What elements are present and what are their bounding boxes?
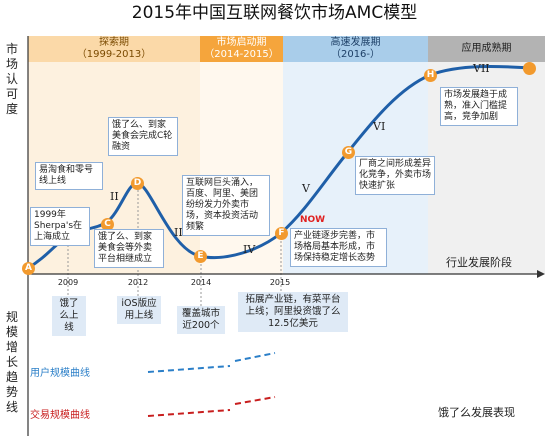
callout: 厂商之间形成差异化竞争，外卖市场快速扩张 bbox=[355, 156, 435, 195]
callout: 产业链逐步完善，市场格局基本形成，市场保持稳定增长态势 bbox=[290, 228, 387, 267]
phase-header bbox=[200, 36, 283, 62]
phase-years: （2014-2015） bbox=[204, 49, 279, 60]
phase-bg bbox=[428, 36, 545, 274]
milestone: 覆盖城市近200个 bbox=[177, 306, 225, 334]
legend-user: 用户规模曲线 bbox=[30, 368, 90, 379]
phase-bg bbox=[200, 36, 283, 274]
point-marker: H bbox=[424, 69, 437, 82]
phase: 高速发展期 （2016-） bbox=[283, 36, 428, 62]
y-label: 市场认可度 bbox=[5, 42, 18, 116]
phase-header bbox=[283, 36, 428, 62]
stage-numeral: VI bbox=[373, 120, 386, 133]
phase: 市场启动期 （2014-2015） bbox=[200, 36, 283, 62]
phase-name: 高速发展期 bbox=[330, 37, 381, 48]
stage-label: 行业发展阶段 bbox=[446, 256, 512, 269]
y-label: 规模增长趋势线 bbox=[5, 310, 18, 414]
stage-numeral: IV bbox=[243, 243, 256, 256]
year-label: 2012 bbox=[127, 278, 149, 287]
callout: 饿了么、到家美食会等外卖平台相继成立 bbox=[94, 229, 164, 268]
end-marker bbox=[523, 62, 536, 75]
point-marker: C bbox=[101, 218, 114, 231]
milestone: 拓展产业链，有菜平台上线；阿里投资饿了么12.5亿美元 bbox=[238, 292, 348, 332]
stage-numeral: V bbox=[302, 182, 310, 195]
legend-trade: 交易规模曲线 bbox=[30, 410, 90, 421]
callout: 市场发展趋于成熟，准入门槛提高，竞争加剧 bbox=[440, 87, 518, 126]
callout: 易淘食和零号线上线 bbox=[35, 162, 103, 190]
legend-company: 饿了么发展表现 bbox=[438, 406, 515, 419]
phase-name: 应用成熟期 bbox=[461, 43, 512, 54]
point-marker: F bbox=[275, 227, 288, 240]
title: 2015年中国互联网餐饮市场AMC模型 bbox=[131, 3, 418, 23]
phase-name: 探索期 bbox=[99, 37, 129, 48]
phase-name: 市场启动期 bbox=[216, 37, 267, 48]
now-label: NOW bbox=[300, 215, 326, 225]
phase-years: （2016-） bbox=[330, 49, 381, 60]
point-marker: G bbox=[342, 146, 355, 159]
phase-header bbox=[28, 36, 200, 62]
phase-years: （1999-2013） bbox=[76, 49, 152, 60]
stage-numeral: VII bbox=[473, 62, 490, 75]
year-label: 2009 bbox=[57, 278, 79, 287]
axis-arrow bbox=[537, 270, 545, 278]
callout: 饿了么、到家美食会完成C轮融资 bbox=[108, 117, 178, 156]
point-marker: E bbox=[194, 250, 207, 263]
point-marker: D bbox=[131, 177, 144, 190]
milestone: iOS版应用上线 bbox=[117, 296, 161, 324]
callout: 互联网巨头涌入，百度、阿里、美团纷纷发力外卖市场，资本投资活动频繁 bbox=[182, 175, 270, 236]
phase-header bbox=[428, 36, 545, 62]
phase: 应用成熟期 bbox=[428, 36, 545, 62]
trade-curve bbox=[147, 396, 276, 417]
stage-numeral: II bbox=[110, 190, 119, 203]
milestone: 饿了么上线 bbox=[52, 296, 86, 336]
phase: 探索期 （1999-2013） bbox=[28, 36, 200, 62]
callout: 1999年Sherpa's在上海成立 bbox=[30, 207, 90, 246]
year-label: 2014 bbox=[190, 278, 212, 287]
point-marker: A bbox=[22, 262, 35, 275]
year-label: 2015 bbox=[269, 278, 291, 287]
amc-curve bbox=[27, 64, 531, 270]
user-curve bbox=[147, 352, 276, 373]
